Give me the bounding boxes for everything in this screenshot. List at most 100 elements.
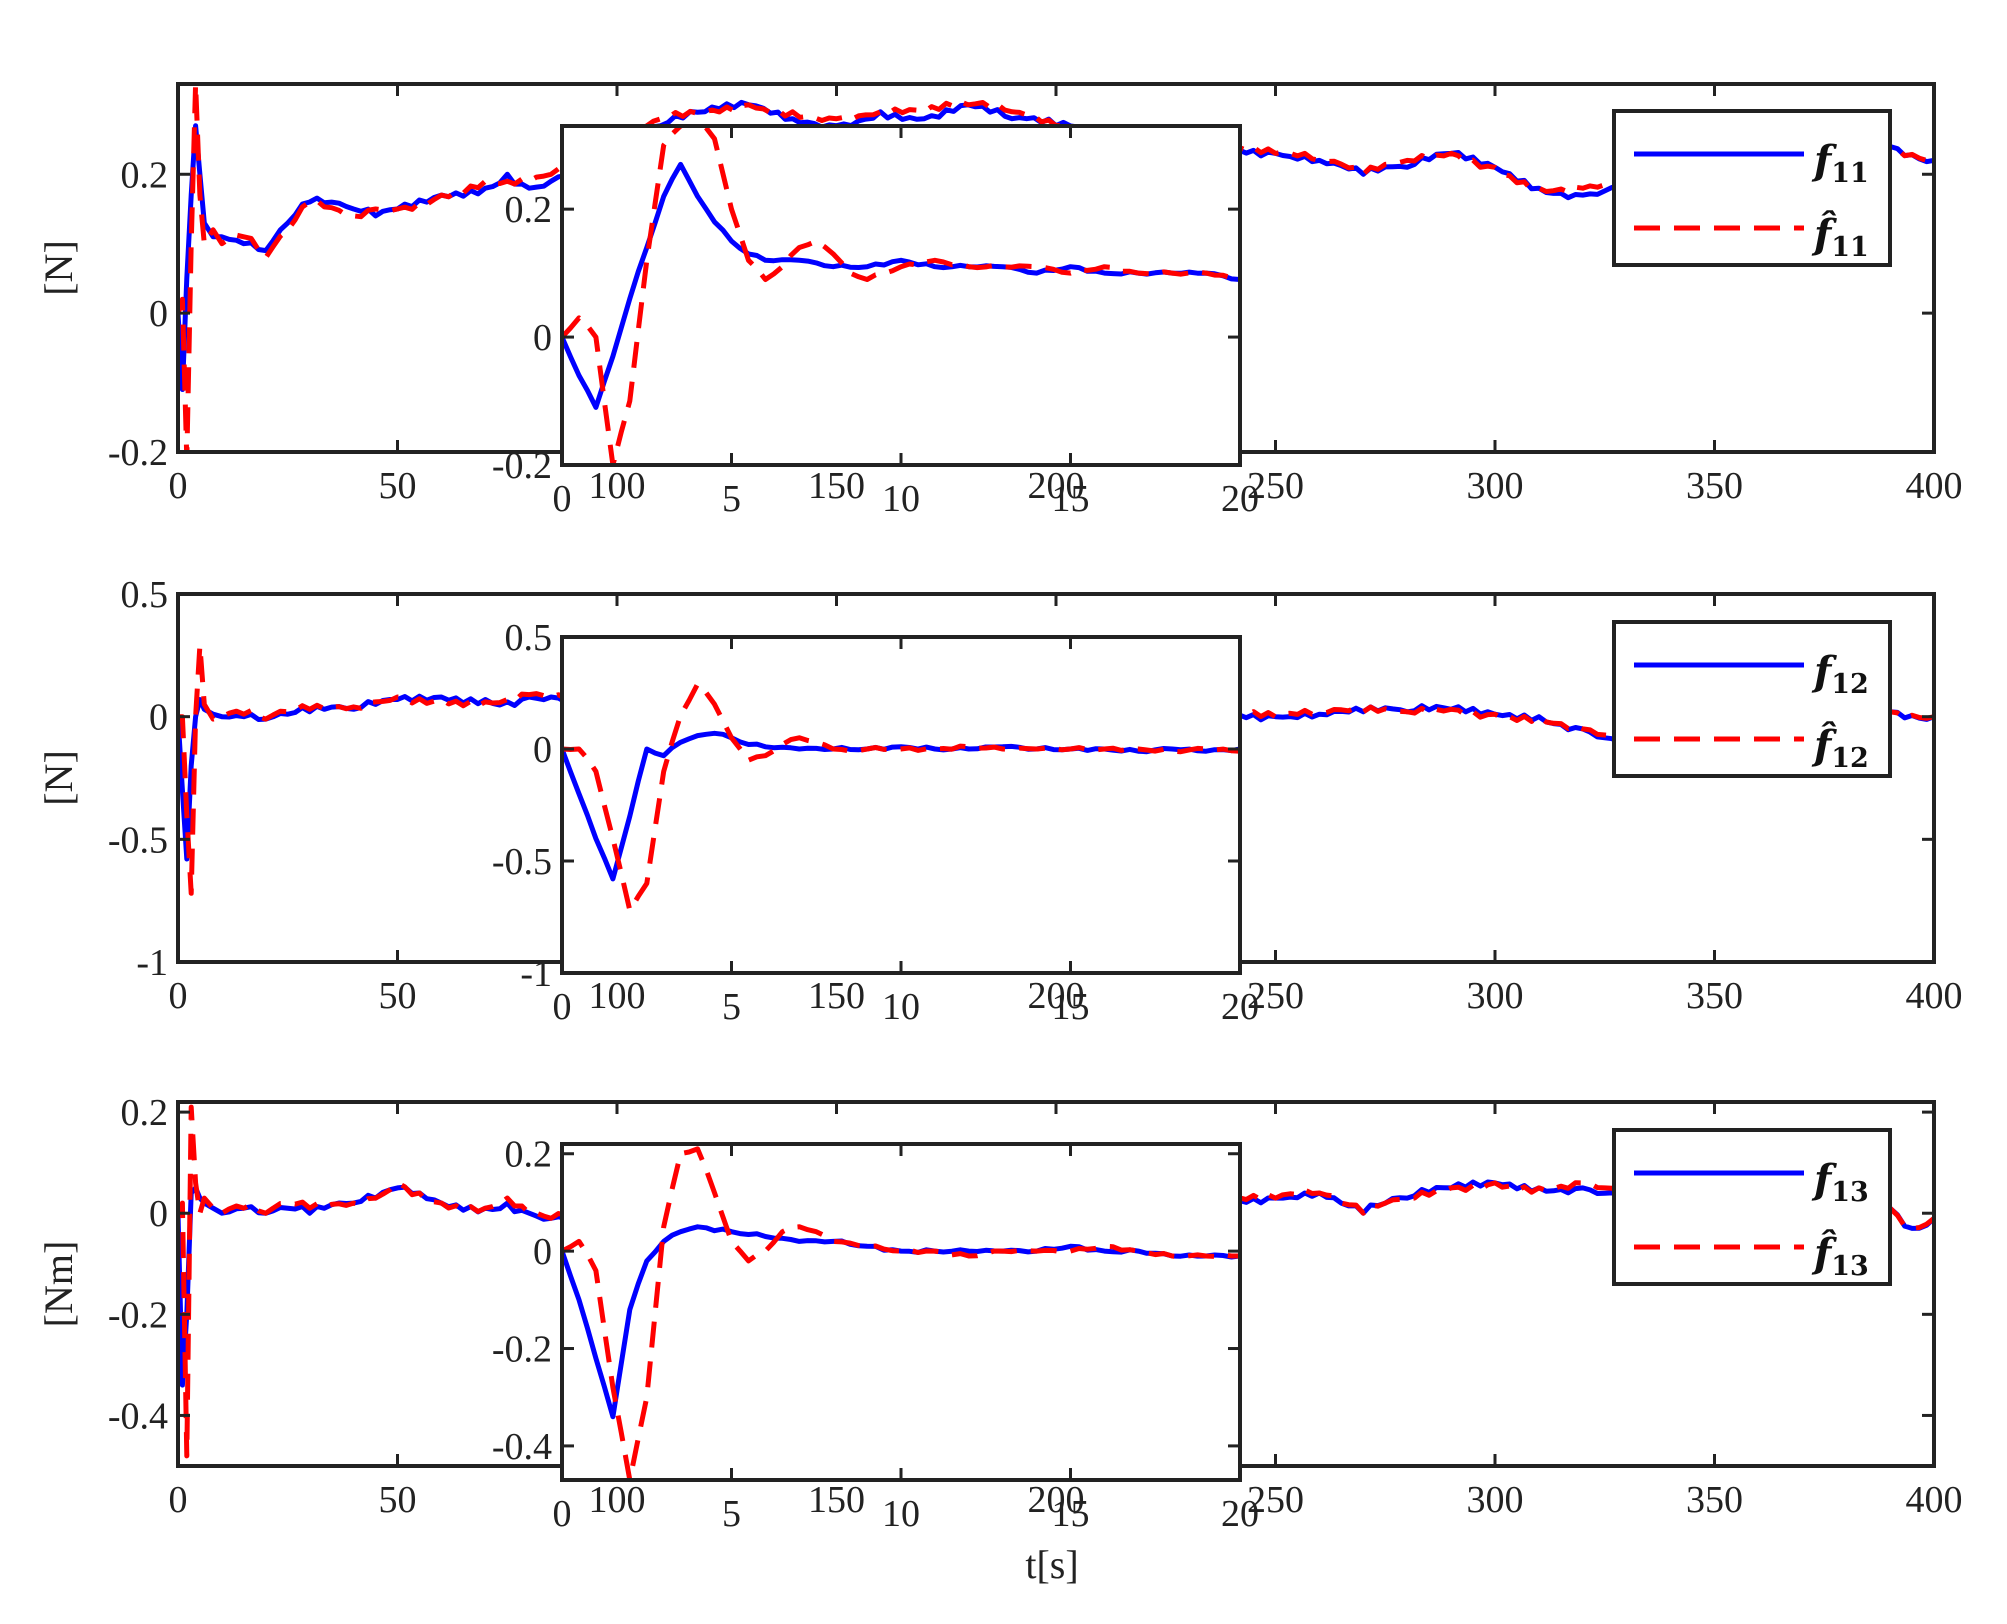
inset-xtick-label: 0	[553, 478, 572, 520]
legend-entry-estimate: f̂12	[1811, 722, 1869, 774]
inset-xtick-label: 10	[882, 478, 920, 520]
main-ytick-label: -0.5	[108, 819, 168, 861]
main-xtick-label: 400	[1906, 465, 1963, 507]
inset-frame	[560, 1142, 1242, 1482]
main-ytick-label: 0.2	[121, 1092, 169, 1134]
main-xtick-label: 200	[1028, 975, 1085, 1017]
inset-frame	[560, 124, 1242, 467]
main-xtick-label: 250	[1247, 1479, 1304, 1521]
panel-2: 0 50 100 150 200 250 300 350 400-1-0.500.5[N]0 5 1…	[36, 574, 1963, 1028]
main-xtick-label: 150	[808, 975, 865, 1017]
inset-ytick-label: 0	[533, 729, 552, 771]
inset-xtick-label: 20	[1221, 478, 1259, 520]
main-xtick-label: 300	[1467, 975, 1524, 1017]
inset-ytick-label: 0	[533, 317, 552, 359]
legend-box	[1612, 620, 1892, 778]
y-axis-label: [N]	[36, 240, 81, 296]
main-xtick-label: 150	[808, 465, 865, 507]
legend-subscript: 12	[1831, 669, 1869, 700]
main-xtick-label: 50	[379, 975, 417, 1017]
inset-xtick-label: 15	[1052, 478, 1090, 520]
inset-plot-area	[562, 126, 1240, 465]
legend-subscript: 12	[1831, 743, 1869, 774]
legend: f12 f̂12	[1612, 620, 1892, 778]
main-xtick-label: 100	[589, 1479, 646, 1521]
inset-frame	[560, 635, 1242, 975]
main-xtick-label: 300	[1467, 1479, 1524, 1521]
inset-xtick-label: 15	[1052, 986, 1090, 1028]
main-xtick-label: 350	[1686, 975, 1743, 1017]
main-ytick-label: 0	[149, 293, 168, 335]
inset-ytick-label: 0.2	[505, 189, 553, 231]
inset-ytick-label: -0.5	[492, 841, 552, 883]
inset-xtick-label: 5	[722, 1493, 741, 1535]
inset-ytick-label: 0.5	[505, 617, 553, 659]
legend-subscript: 11	[1831, 232, 1869, 263]
inset-series-group	[562, 681, 1240, 913]
inset-series-estimate-line	[562, 681, 1240, 913]
main-ytick-label: 0	[149, 1193, 168, 1235]
panel-1: 0 50 100 150 200 250 300 350 400-0.200.2[N]0 5 10 1…	[36, 82, 1963, 520]
inset-xtick-label: 10	[882, 1493, 920, 1535]
inset-xtick-label: 5	[722, 478, 741, 520]
main-xtick-label: 250	[1247, 465, 1304, 507]
inset-xtick-label: 0	[553, 1493, 572, 1535]
inset-series-estimate-line	[562, 1146, 1240, 1480]
legend-entry-measured: f12	[1811, 648, 1869, 700]
inset-xtick-label: 20	[1221, 986, 1259, 1028]
inset-ytick-label: -1	[520, 953, 552, 995]
inset-xtick-label: 10	[882, 986, 920, 1028]
inset-xtick-label: 20	[1221, 1493, 1259, 1535]
main-ytick-label: -0.2	[108, 432, 168, 474]
main-xtick-label: 300	[1467, 465, 1524, 507]
legend-subscript: 13	[1831, 1251, 1869, 1282]
inset-plot-area	[562, 637, 1240, 973]
inset-ytick-label: -0.2	[492, 1329, 552, 1371]
main-xtick-label: 350	[1686, 1479, 1743, 1521]
main-xtick-label: 50	[379, 465, 417, 507]
inset-series-estimate-line	[562, 126, 1240, 465]
inset-xtick-label: 15	[1052, 1493, 1090, 1535]
y-axis-label: [Nm]	[36, 1241, 81, 1328]
panel-3: 0 50 100 150 200 250 300 350 400-0.4-0.200.2[Nm]…	[36, 1092, 1963, 1587]
main-ytick-label: 0.5	[121, 574, 169, 616]
main-xtick-label: 100	[589, 975, 646, 1017]
main-xtick-label: 0	[169, 465, 188, 507]
main-xtick-label: 350	[1686, 465, 1743, 507]
inset-xtick-label: 5	[722, 986, 741, 1028]
inset-series-group	[562, 1146, 1240, 1480]
main-xtick-label: 250	[1247, 975, 1304, 1017]
main-xtick-label: 100	[589, 465, 646, 507]
legend-box	[1612, 1128, 1892, 1286]
main-xtick-label: 50	[379, 1479, 417, 1521]
legend-subscript: 13	[1831, 1177, 1869, 1208]
main-ytick-label: 0.2	[121, 154, 169, 196]
inset-ytick-label: 0	[533, 1231, 552, 1273]
main-xtick-label: 400	[1906, 975, 1963, 1017]
inset-ytick-label: 0.2	[505, 1134, 553, 1176]
main-xtick-label: 0	[169, 975, 188, 1017]
main-ytick-label: -1	[136, 942, 168, 984]
main-ytick-label: 0	[149, 697, 168, 739]
main-xtick-label: 200	[1028, 465, 1085, 507]
legend-entry-measured: f13	[1811, 1156, 1869, 1208]
main-xtick-label: 400	[1906, 1479, 1963, 1521]
inset-ytick-label: -0.4	[492, 1426, 552, 1468]
legend-subscript: 11	[1831, 158, 1869, 189]
main-xtick-label: 150	[808, 1479, 865, 1521]
inset-ytick-label: -0.2	[492, 445, 552, 487]
x-axis-label: t[s]	[1025, 1542, 1078, 1587]
legend-box	[1612, 109, 1892, 267]
main-ytick-label: -0.4	[108, 1395, 168, 1437]
main-xtick-label: 0	[169, 1479, 188, 1521]
main-xtick-label: 200	[1028, 1479, 1085, 1521]
main-series-estimate-line	[178, 84, 1934, 452]
y-axis-label: [N]	[36, 750, 81, 806]
inset-xtick-label: 0	[553, 986, 572, 1028]
inset-axes: 0 5 10 15 20 -0.4 -0.2 0 0.2	[492, 1134, 1259, 1535]
main-ytick-label: -0.2	[108, 1294, 168, 1336]
legend-entry-measured: f11	[1811, 137, 1869, 189]
